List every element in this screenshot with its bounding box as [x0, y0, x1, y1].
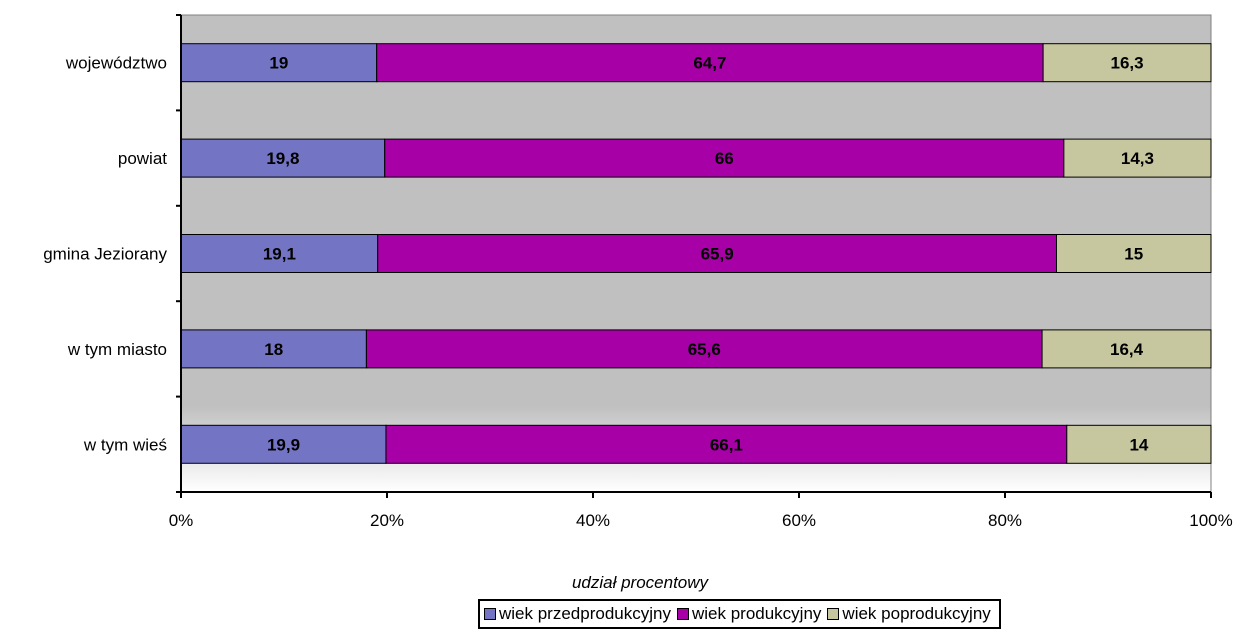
- category-label: w tym miasto: [67, 340, 167, 359]
- data-label: 64,7: [693, 54, 726, 73]
- category-label: gmina Jeziorany: [43, 245, 167, 264]
- data-label: 18: [264, 340, 283, 359]
- x-tick-label: 40%: [576, 511, 610, 530]
- bar-segment: [180, 234, 379, 273]
- category-label: województwo: [65, 54, 167, 73]
- axes-group: województwo powiat gmina Jeziorany w tym mi…: [43, 14, 1233, 530]
- legend-label: wiek przedprodukcyjny: [499, 604, 671, 623]
- data-label: 65,6: [688, 340, 721, 359]
- legend-label: wiek produkcyjny: [691, 604, 822, 623]
- bar-segment: [1041, 329, 1212, 369]
- data-label: 14: [1129, 435, 1148, 454]
- data-label: 19: [269, 54, 288, 73]
- bar-segment: [1042, 43, 1212, 83]
- data-label: 16,3: [1111, 54, 1144, 73]
- bars-group: 19 64,7 16,3 19,8 66 14,3 19,1 65,9 15 18 65,6 16,4…: [180, 43, 1212, 464]
- x-tick-label: 80%: [988, 511, 1022, 530]
- legend-swatch: [484, 608, 496, 620]
- category-label: w tym wieś: [83, 435, 167, 454]
- bar-segment: [1056, 234, 1212, 273]
- legend-swatch: [676, 608, 689, 620]
- bar-segment: [180, 43, 378, 83]
- x-tick-label: 100%: [1189, 511, 1232, 530]
- legend-item: wiek przedprodukcyjny: [484, 604, 671, 624]
- category-label: powiat: [118, 149, 167, 168]
- legend: wiek przedprodukcyjny wiek produkcyjny wie…: [478, 599, 1001, 629]
- data-label: 19,8: [266, 149, 299, 168]
- x-tick-label: 20%: [370, 511, 404, 530]
- stacked-bar-chart: 19 64,7 16,3 19,8 66 14,3 19,1 65,9 15 18 65,6 16,4…: [43, 14, 1233, 592]
- data-label: 19,1: [263, 245, 296, 264]
- bar-segment: [180, 424, 387, 464]
- x-axis-title: udział procentowy: [572, 573, 710, 592]
- x-tick-label: 0%: [169, 511, 194, 530]
- data-label: 19,9: [267, 435, 300, 454]
- legend-swatch: [827, 608, 840, 620]
- bar-segment: [377, 234, 1058, 273]
- bar-segment: [384, 138, 1065, 178]
- x-tick-label: 60%: [782, 511, 816, 530]
- data-label: 14,3: [1121, 149, 1154, 168]
- legend-item: wiek produkcyjny: [676, 604, 822, 624]
- data-label: 65,9: [701, 245, 734, 264]
- bar-segment: [1066, 424, 1212, 464]
- data-label: 66: [715, 149, 734, 168]
- legend-label: wiek poprodukcyjny: [842, 604, 991, 623]
- data-label: 66,1: [710, 435, 743, 454]
- data-label: 16,4: [1110, 340, 1144, 359]
- bar-segment: [365, 329, 1043, 369]
- bar-segment: [1063, 138, 1212, 178]
- bar-segment: [180, 329, 367, 369]
- data-label: 15: [1124, 245, 1143, 264]
- bar-segment: [385, 424, 1068, 464]
- legend-item: wiek poprodukcyjny: [827, 604, 991, 624]
- bar-segment: [180, 138, 386, 178]
